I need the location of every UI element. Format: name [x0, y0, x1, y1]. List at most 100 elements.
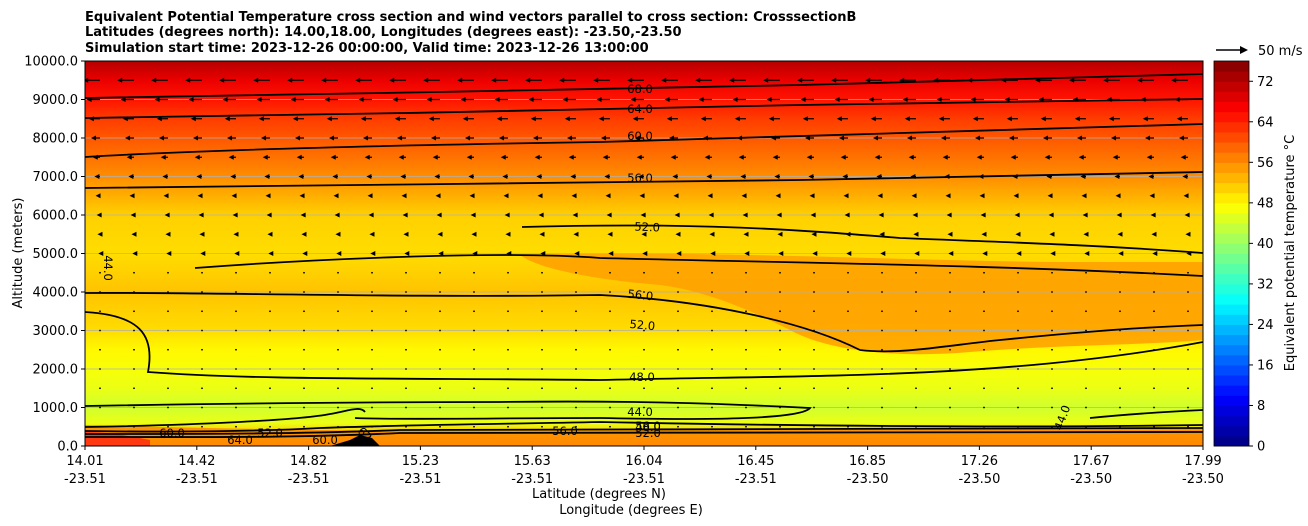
wind-vector: [983, 271, 985, 274]
wind-vector-head: [876, 174, 882, 179]
colorbar-band: [1214, 131, 1249, 143]
wind-vector-head: [533, 135, 539, 141]
wind-vector-head: [423, 77, 429, 83]
wind-vector-head: [437, 231, 443, 237]
wind-vector: [677, 406, 679, 409]
wind-vector: [201, 271, 203, 274]
wind-vector-head: [131, 231, 137, 237]
wind-vector-head: [469, 193, 475, 199]
wind-vector-head: [227, 135, 233, 141]
wind-vector: [507, 368, 509, 370]
wind-vector-head: [874, 154, 880, 160]
wind-vector-head: [596, 97, 602, 102]
colorbar-tick-label: 8: [1257, 399, 1265, 414]
contour-line: [1089, 409, 1203, 419]
wind-vector-head: [710, 251, 716, 256]
wind-vector: [847, 329, 849, 332]
wind-vector: [643, 387, 645, 390]
wind-vector-head: [126, 154, 132, 160]
wind-vector: [779, 329, 781, 332]
wind-vector-head: [198, 212, 204, 218]
wind-vector: [405, 329, 407, 332]
wind-vector: [949, 348, 951, 351]
wind-vector-head: [190, 116, 196, 122]
wind-vector: [813, 406, 815, 409]
wind-vector-head: [670, 154, 676, 160]
colorbar-band: [1214, 415, 1249, 427]
wind-vector-head: [197, 193, 203, 199]
wind-vector: [575, 329, 577, 332]
wind-vector-head: [301, 231, 307, 237]
wind-vector: [167, 329, 169, 332]
wind-vector-head: [602, 154, 608, 160]
wind-vector-head: [300, 212, 306, 218]
wind-vector-head: [538, 212, 544, 218]
wind-vector: [167, 406, 169, 409]
colorbar-label: Equivalent potential temperature °C: [1283, 135, 1298, 371]
wind-vector-head: [766, 97, 772, 102]
wind-vector-head: [332, 174, 338, 179]
quiver-key-label: 50 m/s: [1258, 44, 1303, 59]
wind-vector-head: [471, 231, 477, 237]
wind-vector-head: [845, 231, 851, 237]
wind-vector: [1119, 348, 1121, 351]
wind-vector-head: [904, 116, 910, 122]
wind-vector: [269, 291, 271, 293]
wind-vector: [711, 329, 713, 332]
colorbar-band: [1214, 273, 1249, 285]
wind-vector-head: [1150, 212, 1156, 218]
colorbar-tick-label: 56: [1257, 156, 1274, 171]
wind-vector-head: [1151, 231, 1157, 237]
wind-vector: [507, 406, 509, 409]
x-axis-label-latitude: Latitude (degrees N): [532, 487, 666, 502]
colorbar-band: [1214, 253, 1249, 265]
wind-vector-head: [1009, 135, 1015, 141]
y-axis-label: Altitude (meters): [11, 198, 26, 309]
wind-vector-head: [1140, 97, 1146, 102]
wind-vector-head: [608, 251, 614, 256]
wind-vector-head: [738, 154, 744, 160]
contour-line: [85, 400, 812, 420]
wind-vector: [371, 271, 373, 274]
wind-vector-head: [636, 154, 642, 160]
wind-vector-head: [219, 77, 225, 83]
wind-vector: [949, 271, 951, 274]
wind-vector-head: [695, 77, 701, 83]
wind-vector-head: [1103, 77, 1109, 83]
wind-vector-head: [222, 97, 228, 102]
wind-vector: [1085, 310, 1087, 313]
wind-vector-head: [836, 116, 842, 122]
wind-vector-head: [295, 135, 301, 141]
wind-vector-head: [162, 174, 168, 179]
wind-vector: [915, 310, 917, 313]
wind-vector: [983, 329, 985, 332]
wind-vector-head: [1046, 174, 1052, 179]
wind-vector: [745, 348, 747, 351]
colorbar-band: [1214, 182, 1249, 194]
wind-vector: [201, 368, 203, 370]
wind-vector: [779, 406, 781, 409]
wind-vector: [1017, 271, 1019, 274]
wind-vector-head: [933, 77, 939, 83]
wind-vector: [643, 406, 645, 409]
wind-vector-head: [982, 251, 988, 256]
wind-vector-head: [938, 116, 944, 122]
wind-vector: [99, 329, 101, 332]
wind-vector: [337, 425, 339, 428]
wind-vector-head: [302, 251, 308, 256]
wind-vector: [1119, 329, 1121, 332]
wind-vector-head: [333, 193, 339, 199]
wind-vector: [1119, 387, 1121, 390]
wind-vector: [609, 329, 611, 332]
wind-vector: [779, 368, 781, 370]
wind-vector: [1119, 368, 1121, 370]
wind-vector-head: [564, 116, 570, 122]
colorbar-band: [1214, 283, 1249, 295]
wind-vector-head: [913, 231, 919, 237]
contour-line: [85, 291, 1203, 353]
wind-vector: [575, 368, 577, 370]
wind-vector: [99, 291, 101, 293]
wind-vector: [507, 425, 509, 428]
wind-vector-head: [335, 231, 341, 237]
y-tick-label: 8000.0: [33, 132, 79, 147]
